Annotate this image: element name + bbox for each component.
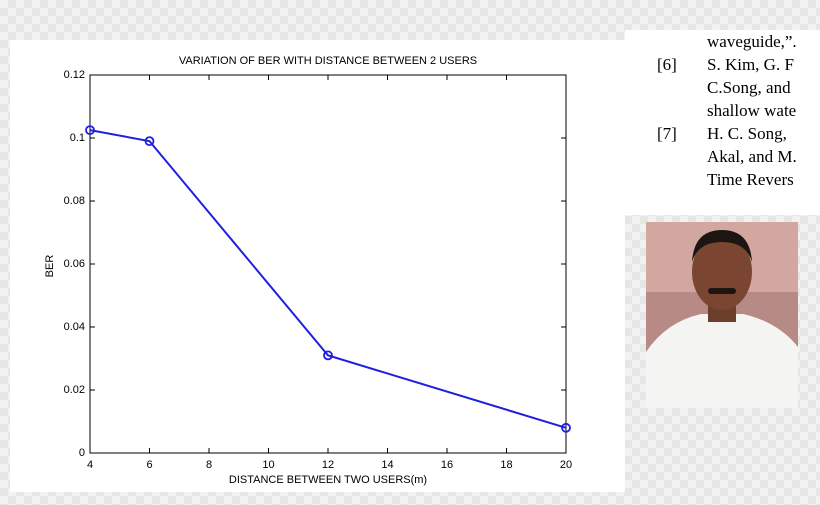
data-marker — [561, 422, 571, 433]
photo-shirt — [646, 314, 798, 408]
y-tick-label: 0.06 — [64, 258, 85, 270]
x-axis-label: DISTANCE BETWEEN TWO USERS(m) — [229, 474, 427, 486]
reference-line: H. C. Song, — [707, 124, 787, 143]
y-tick-label: 0 — [79, 447, 85, 459]
y-tick-label: 0.1 — [70, 132, 85, 144]
y-tick-label: 0.02 — [64, 384, 85, 396]
reference-line: S. Kim, G. F — [707, 55, 794, 74]
reference: [7] H. C. Song, Akal, and M. Time Revers — [625, 122, 820, 191]
reference-line: shallow wate — [707, 101, 797, 120]
x-tick-label: 14 — [381, 459, 393, 471]
author-photo — [646, 222, 798, 408]
reference-line: Akal, and M. — [707, 147, 797, 166]
x-tick-label: 8 — [206, 459, 212, 471]
reference-fragment: waveguide,”. — [707, 32, 797, 51]
x-tick-label: 12 — [322, 459, 334, 471]
y-axis-label: BER — [44, 255, 56, 278]
y-tick-label: 0.12 — [64, 69, 85, 81]
data-marker — [85, 125, 95, 136]
reference-number: [7] — [657, 124, 677, 143]
reference-line: C.Song, and — [707, 78, 791, 97]
y-tick-label: 0.04 — [64, 321, 85, 333]
references: waveguide,”. [6] S. Kim, G. F C.Song, and s… — [625, 30, 820, 215]
x-tick-label: 16 — [441, 459, 453, 471]
reference: [6] S. Kim, G. F C.Song, and shallow wate — [625, 53, 820, 122]
photo-mustache — [708, 288, 736, 294]
x-tick-label: 18 — [500, 459, 512, 471]
data-marker — [144, 136, 155, 147]
plot-frame — [89, 74, 567, 454]
photo-hair — [692, 230, 752, 262]
reference-line: Time Revers — [707, 170, 794, 189]
chart-title: VARIATION OF BER WITH DISTANCE BETWEEN 2… — [179, 55, 477, 67]
photo-face — [692, 234, 752, 310]
x-tick-label: 6 — [146, 459, 152, 471]
x-tick-label: 20 — [560, 459, 572, 471]
x-tick-label: 10 — [262, 459, 274, 471]
data-line — [89, 129, 567, 429]
chart: VARIATION OF BER WITH DISTANCE BETWEEN 2… — [10, 40, 625, 492]
y-tick-label: 0.08 — [64, 195, 85, 207]
data-marker — [323, 350, 333, 361]
x-tick-label: 4 — [87, 459, 93, 471]
reference-number: [6] — [657, 55, 677, 74]
